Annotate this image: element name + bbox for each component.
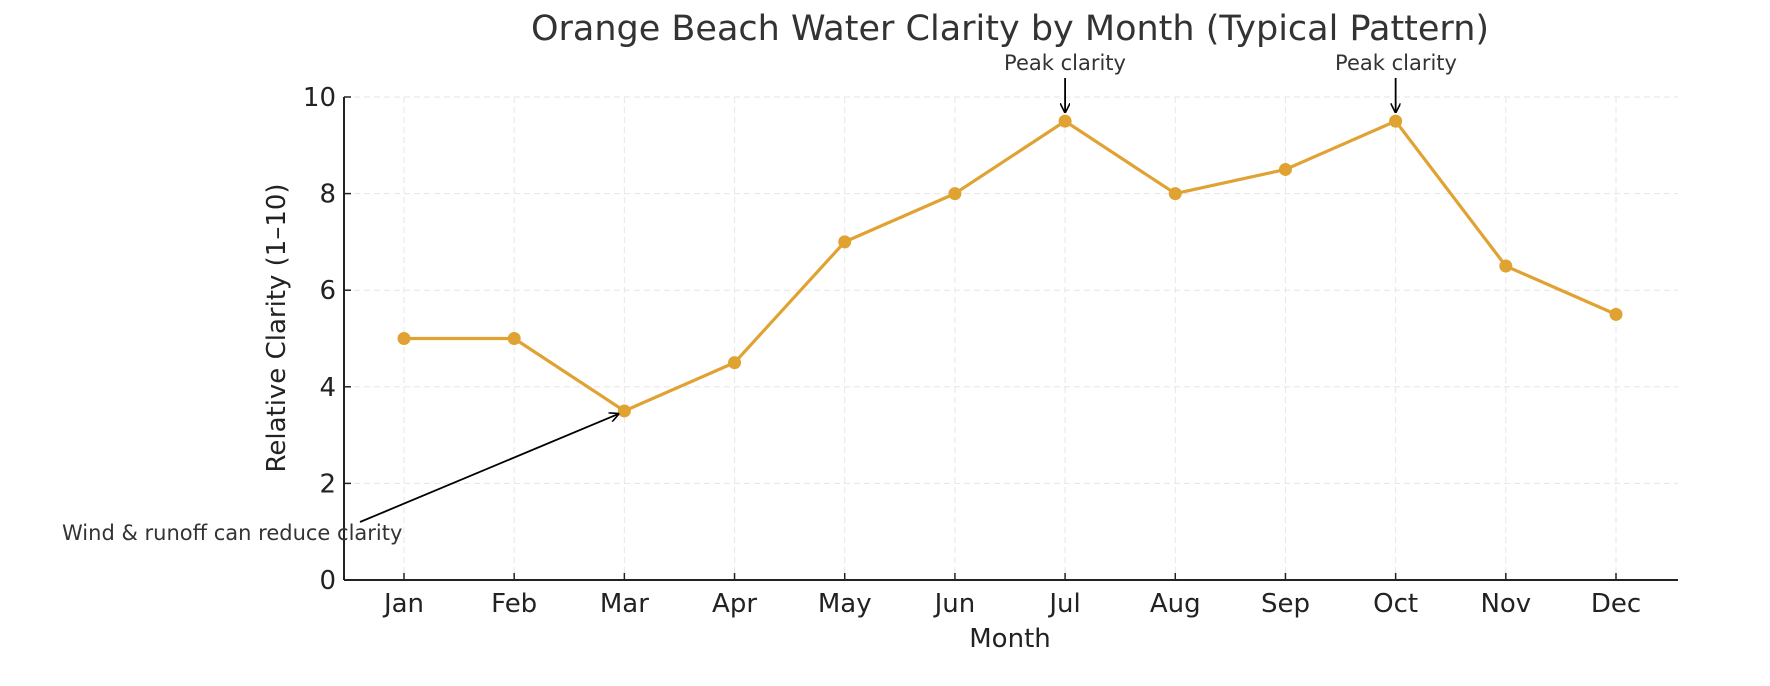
x-tick-label: May <box>818 589 872 619</box>
annotation-peak-oct: Peak clarity <box>1335 51 1457 75</box>
y-tick-label: 0 <box>319 566 336 596</box>
data-point-nov <box>1499 259 1513 273</box>
data-point-may <box>838 235 852 249</box>
x-tick-label: Feb <box>491 589 537 619</box>
y-tick-label: 8 <box>319 180 336 210</box>
series-line-path <box>404 119 1617 413</box>
x-axis-label: Month <box>969 624 1051 654</box>
data-point-jul <box>1058 114 1072 128</box>
series-line <box>397 114 1623 418</box>
annotations: Peak clarity Peak clarity Wind & runoff … <box>62 51 1457 545</box>
y-tick-label: 10 <box>303 83 336 113</box>
x-tick-label: Apr <box>712 589 757 619</box>
annotation-arrow-mar <box>359 414 618 523</box>
data-point-jun <box>948 187 962 201</box>
x-tick-label: Mar <box>600 589 649 619</box>
data-point-dec <box>1609 307 1623 321</box>
x-tick-label: Sep <box>1261 589 1310 619</box>
y-axis-label: Relative Clarity (1–10) <box>262 183 292 472</box>
x-tick-label: Dec <box>1591 589 1641 619</box>
y-tick-label: 6 <box>319 276 336 306</box>
y-tick-label: 2 <box>319 469 336 499</box>
annotation-wind-runoff: Wind & runoff can reduce clarity <box>62 521 402 545</box>
x-tick-label: Jun <box>933 589 976 619</box>
data-point-sep <box>1278 162 1292 176</box>
axes: 0 2 4 6 8 10 Jan Feb Mar Apr May Jun Jul Aug Sep Oct Nov… <box>303 83 1678 619</box>
data-point-jan <box>397 332 411 345</box>
x-tick-label: Jan <box>382 589 424 619</box>
chart-title: Orange Beach Water Clarity by Month (Typ… <box>531 9 1489 49</box>
x-tick-label: Oct <box>1373 589 1418 619</box>
annotation-peak-jul: Peak clarity <box>1004 51 1126 75</box>
data-point-aug <box>1168 187 1182 201</box>
data-point-apr <box>728 356 742 370</box>
grid <box>344 96 1678 581</box>
data-point-oct <box>1389 114 1403 128</box>
x-tick-label: Nov <box>1480 589 1531 619</box>
x-tick-label: Aug <box>1150 589 1201 619</box>
x-tick-label: Jul <box>1047 589 1080 619</box>
data-point-mar <box>617 404 631 418</box>
y-tick-label: 4 <box>319 373 336 403</box>
data-point-feb <box>507 332 521 345</box>
